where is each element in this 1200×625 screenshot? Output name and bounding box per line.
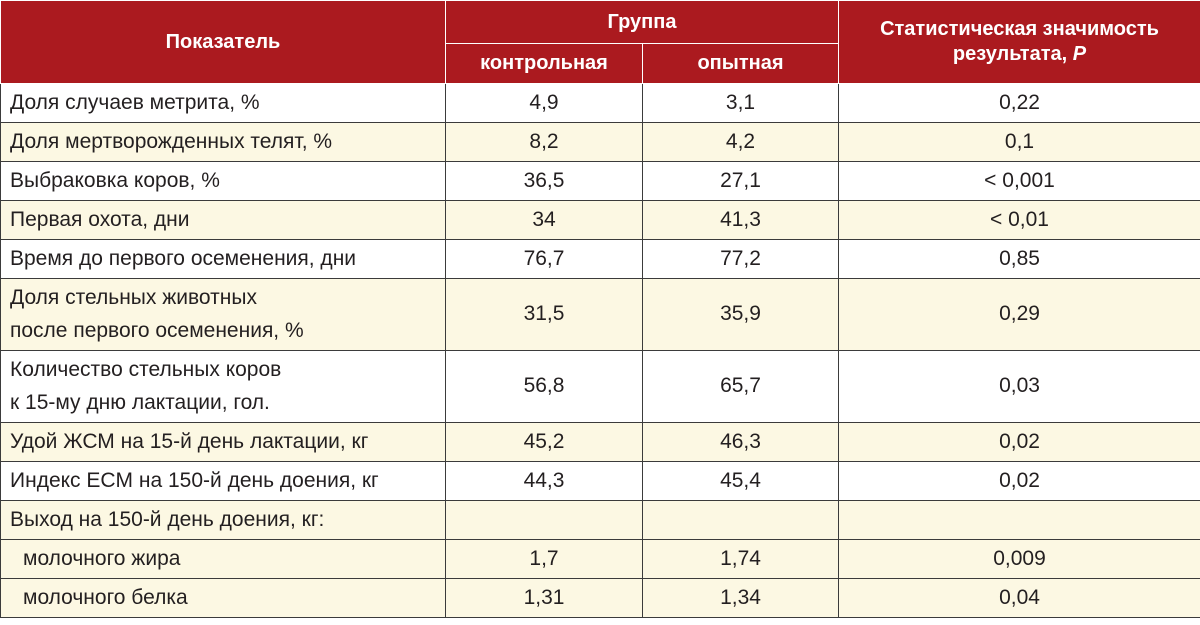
indicator-text: Индекс ECM на 150-й день доения, кг	[10, 468, 379, 492]
indicator-text: к 15-му дню лактации, гол.	[10, 390, 270, 414]
p-value-cell: 0,29	[838, 278, 1200, 351]
p-value-cell: 0,03	[838, 350, 1200, 423]
indicator-text: Доля случаев метрита, %	[10, 90, 260, 114]
control-value-cell	[445, 500, 643, 540]
p-value-cell: < 0,001	[838, 161, 1200, 201]
control-value-cell: 8,2	[445, 122, 643, 162]
indicator-cell: Индекс ECM на 150-й день доения, кг	[0, 461, 446, 501]
p-value-cell: 0,02	[838, 461, 1200, 501]
p-value-cell: 0,85	[838, 239, 1200, 279]
indicator-text: Выбраковка коров, %	[10, 168, 220, 192]
indicator-text: Доля мертворожденных телят, %	[10, 129, 333, 153]
control-value-cell: 4,9	[445, 83, 643, 123]
table-row: Количество стельных коров к 15-му дню лак…	[0, 350, 1200, 423]
indicator-cell: Доля случаев метрита, %	[0, 83, 446, 123]
experimental-value-cell: 4,2	[642, 122, 839, 162]
p-value-cell: 0,009	[838, 539, 1200, 579]
indicator-text: Выход на 150-й день доения, кг:	[10, 507, 325, 531]
indicator-header: Показатель	[0, 0, 446, 84]
control-value-cell: 44,3	[445, 461, 643, 501]
indicator-text: после первого осеменения, %	[10, 318, 304, 342]
control-value-cell: 45,2	[445, 422, 643, 462]
p-value-cell: 0,22	[838, 83, 1200, 123]
p-value-cell: 0,1	[838, 122, 1200, 162]
table-row: Выход на 150-й день доения, кг:	[0, 500, 1200, 540]
indicator-text: Количество стельных коров	[10, 357, 282, 381]
control-value-cell: 1,7	[445, 539, 643, 579]
table-row: Доля мертворожденных телят, % 8,2 4,2 0,1	[0, 122, 1200, 162]
experimental-value-cell: 1,74	[642, 539, 839, 579]
experimental-value-cell: 41,3	[642, 200, 839, 240]
experimental-value-cell: 1,34	[642, 578, 839, 618]
indicator-text: Удой ЖСМ на 15-й день лактации, кг	[10, 429, 369, 453]
control-value-cell: 56,8	[445, 350, 643, 423]
indicator-text: Первая охота, дни	[10, 207, 190, 231]
experimental-value-cell: 65,7	[642, 350, 839, 423]
indicator-cell: Удой ЖСМ на 15-й день лактации, кг	[0, 422, 446, 462]
table-row: молочного белка 1,31 1,34 0,04	[0, 578, 1200, 618]
p-value-cell	[838, 500, 1200, 540]
significance-header-p: P	[1072, 43, 1087, 65]
significance-header: Статистическая значимость результата, P	[838, 0, 1200, 84]
indicator-cell: молочного белка	[0, 578, 446, 618]
experimental-value-cell: 46,3	[642, 422, 839, 462]
p-value-cell: 0,04	[838, 578, 1200, 618]
group-header: Группа	[445, 0, 839, 44]
experimental-value-cell: 3,1	[642, 83, 839, 123]
experimental-value-cell: 77,2	[642, 239, 839, 279]
experimental-value-cell: 35,9	[642, 278, 839, 351]
indicator-cell: Количество стельных коров к 15-му дню лак…	[0, 350, 446, 423]
indicator-text: молочного белка	[23, 585, 188, 609]
experimental-value-cell: 45,4	[642, 461, 839, 501]
table-row: молочного жира 1,7 1,74 0,009	[0, 539, 1200, 579]
indicator-text: молочного жира	[23, 546, 181, 570]
significance-header-line1: Статистическая значимость	[880, 18, 1159, 40]
table-row: Выбраковка коров, % 36,5 27,1 < 0,001	[0, 161, 1200, 201]
control-value-cell: 31,5	[445, 278, 643, 351]
table-row: Индекс ECM на 150-й день доения, кг 44,3 4…	[0, 461, 1200, 501]
indicator-cell: Выход на 150-й день доения, кг:	[0, 500, 446, 540]
indicator-text: Время до первого осеменения, дни	[10, 246, 357, 270]
control-value-cell: 36,5	[445, 161, 643, 201]
table-row: Доля стельных животных после первого осем…	[0, 278, 1200, 351]
experimental-group-header: опытная	[642, 43, 839, 84]
experimental-value-cell: 27,1	[642, 161, 839, 201]
experimental-value-cell	[642, 500, 839, 540]
indicator-cell: Доля стельных животных после первого осем…	[0, 278, 446, 351]
indicator-cell: молочного жира	[0, 539, 446, 579]
p-value-cell: 0,02	[838, 422, 1200, 462]
control-value-cell: 76,7	[445, 239, 643, 279]
table-row: Доля случаев метрита, % 4,9 3,1 0,22	[0, 83, 1200, 123]
table-header: Показатель Группа Статистическая значимо…	[0, 0, 1200, 84]
significance-header-line2: результата,	[952, 43, 1068, 65]
control-group-header: контрольная	[445, 43, 643, 84]
control-value-cell: 1,31	[445, 578, 643, 618]
table-row: Удой ЖСМ на 15-й день лактации, кг 45,2 46…	[0, 422, 1200, 462]
table-body: Доля случаев метрита, % 4,9 3,1 0,22 Доля ме…	[0, 83, 1200, 618]
control-value-cell: 34	[445, 200, 643, 240]
p-value-cell: < 0,01	[838, 200, 1200, 240]
table-row: Первая охота, дни 34 41,3 < 0,01	[0, 200, 1200, 240]
indicator-cell: Время до первого осеменения, дни	[0, 239, 446, 279]
indicator-cell: Доля мертворожденных телят, %	[0, 122, 446, 162]
indicator-cell: Выбраковка коров, %	[0, 161, 446, 201]
indicator-text: Доля стельных животных	[10, 285, 257, 309]
indicator-cell: Первая охота, дни	[0, 200, 446, 240]
table-row: Время до первого осеменения, дни 76,7 77,2…	[0, 239, 1200, 279]
